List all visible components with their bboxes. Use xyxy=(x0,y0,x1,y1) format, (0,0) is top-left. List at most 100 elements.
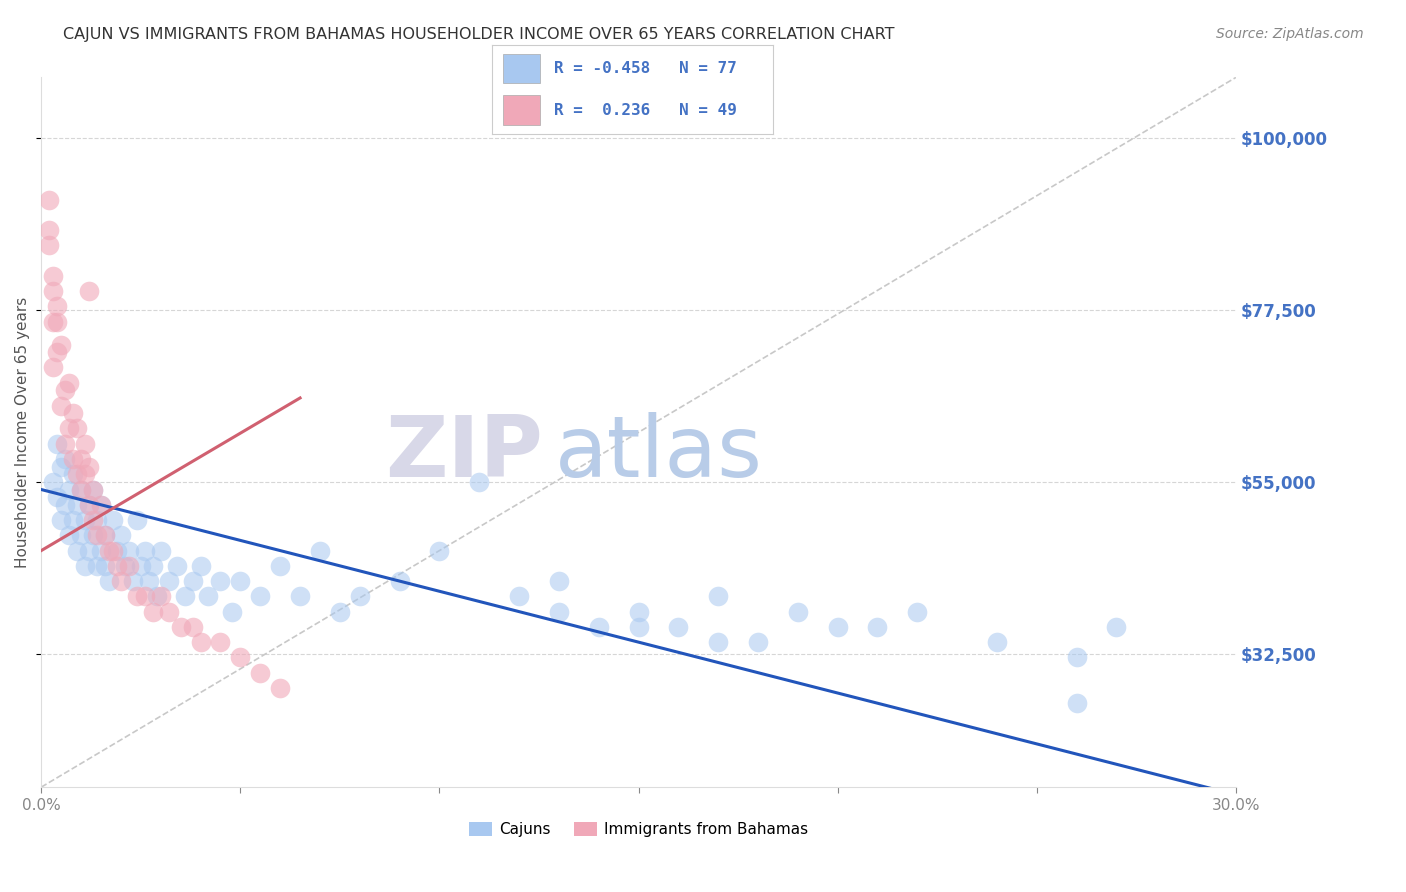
Point xyxy=(82,513,104,527)
Point xyxy=(134,590,156,604)
Point xyxy=(90,543,112,558)
Point xyxy=(66,421,89,435)
Point xyxy=(58,421,80,435)
Point xyxy=(49,459,72,474)
Point xyxy=(94,558,117,573)
Point xyxy=(77,498,100,512)
FancyBboxPatch shape xyxy=(503,95,540,125)
Point xyxy=(157,574,180,588)
Point xyxy=(101,513,124,527)
Point xyxy=(181,620,204,634)
Point xyxy=(138,574,160,588)
Point xyxy=(121,574,143,588)
Point xyxy=(229,574,252,588)
Point xyxy=(166,558,188,573)
Point xyxy=(97,543,120,558)
Point xyxy=(53,498,76,512)
Point xyxy=(209,635,232,649)
Point xyxy=(1066,650,1088,665)
Point xyxy=(105,543,128,558)
Point xyxy=(548,574,571,588)
Point xyxy=(42,360,65,375)
Point xyxy=(588,620,610,634)
Text: atlas: atlas xyxy=(555,412,763,495)
Point xyxy=(73,436,96,450)
Point xyxy=(42,315,65,329)
Point xyxy=(62,452,84,467)
Point xyxy=(197,590,219,604)
Point xyxy=(46,490,69,504)
Point xyxy=(58,528,80,542)
Point xyxy=(118,558,141,573)
Point xyxy=(118,543,141,558)
Point xyxy=(38,193,60,207)
Point xyxy=(905,605,928,619)
Point xyxy=(94,528,117,542)
Point xyxy=(221,605,243,619)
Point xyxy=(49,399,72,413)
Point xyxy=(77,459,100,474)
Point xyxy=(129,558,152,573)
Point xyxy=(125,590,148,604)
Point xyxy=(94,528,117,542)
Point xyxy=(73,513,96,527)
Point xyxy=(249,665,271,680)
Point xyxy=(114,558,136,573)
Point xyxy=(142,558,165,573)
Point xyxy=(747,635,769,649)
Point xyxy=(627,620,650,634)
Point xyxy=(70,483,93,497)
Point xyxy=(86,558,108,573)
Text: ZIP: ZIP xyxy=(385,412,543,495)
Point xyxy=(66,543,89,558)
Point xyxy=(90,498,112,512)
Point xyxy=(90,498,112,512)
Point xyxy=(986,635,1008,649)
Legend: Cajuns, Immigrants from Bahamas: Cajuns, Immigrants from Bahamas xyxy=(463,816,814,843)
Point xyxy=(53,384,76,398)
Point xyxy=(46,299,69,313)
Point xyxy=(82,528,104,542)
Point xyxy=(110,528,132,542)
Point xyxy=(70,483,93,497)
Point xyxy=(49,337,72,351)
Point xyxy=(149,543,172,558)
Text: CAJUN VS IMMIGRANTS FROM BAHAMAS HOUSEHOLDER INCOME OVER 65 YEARS CORRELATION CH: CAJUN VS IMMIGRANTS FROM BAHAMAS HOUSEHO… xyxy=(63,27,894,42)
Text: R = -0.458   N = 77: R = -0.458 N = 77 xyxy=(554,61,737,76)
Point xyxy=(125,513,148,527)
Point xyxy=(1066,696,1088,710)
Point xyxy=(288,590,311,604)
Point xyxy=(145,590,167,604)
Point xyxy=(309,543,332,558)
Y-axis label: Householder Income Over 65 years: Householder Income Over 65 years xyxy=(15,297,30,568)
Point xyxy=(97,574,120,588)
Point xyxy=(62,406,84,420)
Point xyxy=(269,681,291,695)
Point xyxy=(169,620,191,634)
Point xyxy=(42,268,65,283)
Point xyxy=(181,574,204,588)
Point xyxy=(508,590,530,604)
Point xyxy=(548,605,571,619)
Point xyxy=(707,590,730,604)
Point xyxy=(70,452,93,467)
Point xyxy=(58,376,80,390)
Point xyxy=(46,345,69,359)
Point xyxy=(269,558,291,573)
Point xyxy=(82,483,104,497)
Point xyxy=(134,543,156,558)
Point xyxy=(46,315,69,329)
Point xyxy=(66,498,89,512)
Point xyxy=(53,436,76,450)
Point xyxy=(42,475,65,489)
Point xyxy=(249,590,271,604)
Point xyxy=(38,223,60,237)
Point xyxy=(707,635,730,649)
Point xyxy=(666,620,689,634)
Point xyxy=(229,650,252,665)
Point xyxy=(62,513,84,527)
Point xyxy=(58,483,80,497)
Text: R =  0.236   N = 49: R = 0.236 N = 49 xyxy=(554,103,737,118)
Point xyxy=(70,528,93,542)
Point xyxy=(42,284,65,298)
